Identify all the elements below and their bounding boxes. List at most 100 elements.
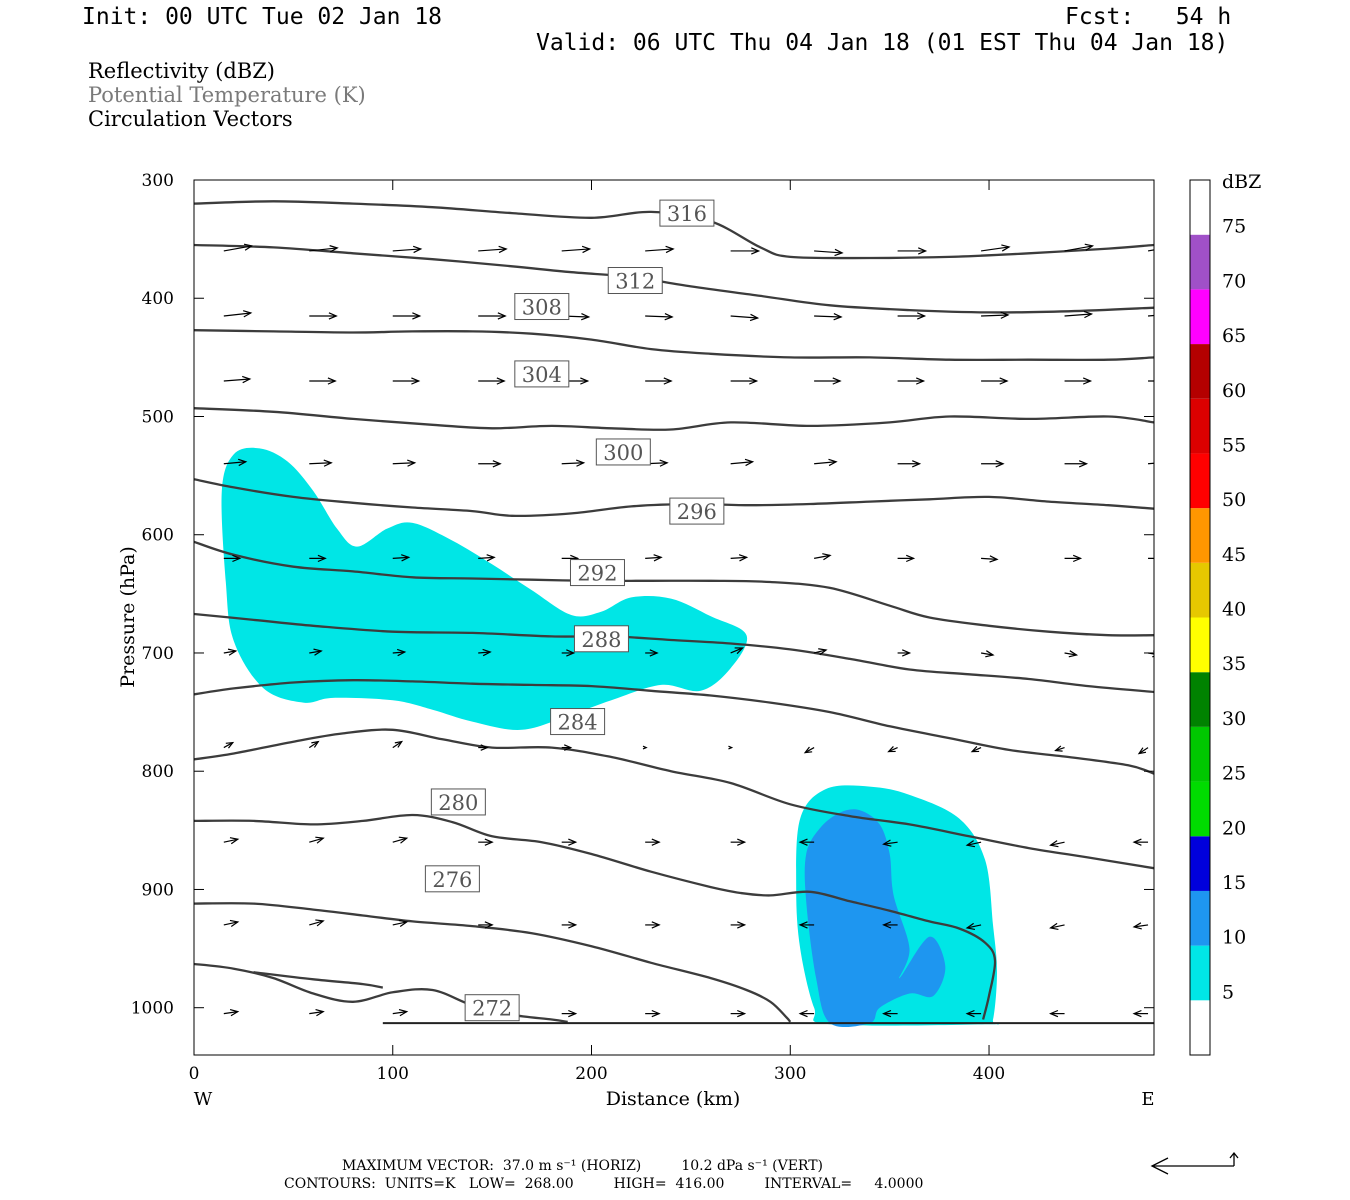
- colorbar-label-70: 70: [1222, 270, 1246, 292]
- circulation-vector: [1049, 1009, 1065, 1018]
- colorbar: 5 10 15 20 25 30 35 40 45 50 55 60 65 70 75: [1189, 179, 1246, 1056]
- reflectivity-region-10dbz-2: [804, 809, 946, 1028]
- footer-max-vector: MAXIMUM VECTOR: 37.0 m s⁻¹ (HORIZ) 10.2 …: [342, 1158, 824, 1174]
- circulation-vector: [645, 245, 675, 254]
- circulation-vector: [478, 648, 492, 657]
- colorbar-swatch-35: [1190, 617, 1210, 673]
- circulation-vector: [1064, 460, 1089, 468]
- svg-text:284: 284: [558, 711, 598, 735]
- y-tick-label: 800: [142, 762, 174, 782]
- theta-label-276: 276: [424, 865, 480, 893]
- theta-label-280: 280: [430, 788, 486, 816]
- x-tick-label: 300: [774, 1064, 806, 1084]
- circulation-vector: [1064, 650, 1079, 658]
- circulation-vector: [223, 1008, 240, 1017]
- y-axis-label: Pressure (hPa): [117, 546, 139, 688]
- circulation-vector: [1132, 922, 1149, 930]
- circulation-vector: [392, 459, 417, 467]
- footer-contours: CONTOURS: UNITS=K LOW= 268.00 HIGH= 416.…: [284, 1176, 924, 1192]
- colorbar-swatch-5: [1190, 945, 1210, 1001]
- circulation-vector: [1064, 243, 1095, 252]
- svg-text:304: 304: [522, 363, 562, 387]
- colorbar-label-5: 5: [1222, 981, 1234, 1003]
- y-tick-label: 600: [142, 526, 174, 546]
- circulation-vector: [730, 838, 747, 846]
- circulation-vector: [1132, 1009, 1149, 1018]
- svg-text:296: 296: [677, 500, 717, 524]
- circulation-vector: [887, 746, 898, 753]
- circulation-vector: [730, 554, 749, 562]
- plot-frame: [193, 179, 1155, 1056]
- circulation-vector: [309, 836, 325, 844]
- circulation-vector: [223, 554, 242, 563]
- circulation-vector: [965, 1009, 982, 1018]
- theta-label-288: 288: [573, 625, 629, 653]
- circulation-vector: [478, 744, 489, 751]
- circulation-vector: [309, 554, 327, 563]
- colorbar-label-20: 20: [1222, 817, 1246, 839]
- colorbar-label-50: 50: [1222, 489, 1246, 511]
- circulation-vector: [1147, 462, 1154, 465]
- circulation-vector: [309, 377, 337, 385]
- svg-text:316: 316: [667, 202, 707, 226]
- theta-contour-268: [253, 971, 384, 989]
- circulation-vector: [645, 554, 663, 562]
- theta-contour-272: [194, 962, 568, 1024]
- svg-text:308: 308: [522, 296, 562, 320]
- circulation-vector: [561, 649, 576, 657]
- colorbar-swatch-60: [1190, 344, 1210, 399]
- colorbar-label-40: 40: [1222, 599, 1246, 621]
- circulation-vector: [1132, 838, 1149, 846]
- colorbar-below-min: [1190, 1000, 1210, 1055]
- theta-label-304: 304: [514, 360, 570, 388]
- y-tick-label: 500: [142, 407, 174, 427]
- field-reflectivity: Reflectivity (dBZ): [88, 59, 276, 83]
- circulation-vector: [814, 377, 842, 385]
- circulation-vector: [309, 648, 323, 656]
- y-tick-label: 1000: [131, 999, 174, 1019]
- circulation-vector: [897, 312, 927, 320]
- x-tick-label: 0: [189, 1064, 200, 1084]
- colorbar-label-55: 55: [1222, 434, 1246, 456]
- valid-time: Valid: 06 UTC Thu 04 Jan 18 (01 EST Thu …: [536, 30, 1229, 56]
- circulation-vector: [645, 649, 659, 657]
- circulation-vector: [392, 740, 404, 749]
- colorbar-label-65: 65: [1222, 325, 1246, 347]
- circulation-vector: [392, 1008, 409, 1017]
- theta-contour-292: [194, 612, 1154, 694]
- circulation-vector: [1137, 747, 1149, 755]
- circulation-vector: [645, 377, 673, 385]
- forecast-hour: Fcst: 54 h: [1065, 4, 1232, 30]
- reference-vector: [1150, 1151, 1239, 1175]
- circulation-vector: [478, 554, 496, 562]
- colorbar-label-45: 45: [1222, 544, 1246, 566]
- circulation-vector: [730, 1009, 747, 1018]
- circulation-vector: [730, 377, 759, 385]
- circulation-vector: [981, 311, 1010, 319]
- circulation-vector: [223, 375, 252, 384]
- theta-contour-276: [194, 902, 792, 1023]
- circulation-vector: [561, 459, 586, 467]
- theta-label-296: 296: [669, 497, 725, 525]
- circulation-vector: [309, 459, 333, 467]
- theta-label-292: 292: [569, 559, 625, 587]
- colorbar-swatch-55: [1190, 398, 1210, 454]
- circulation-vector: [309, 312, 338, 320]
- circulation-vector: [970, 746, 982, 753]
- circulation-vector: [730, 458, 755, 467]
- colorbar-swatch-25: [1190, 726, 1210, 782]
- circulation-vector: [392, 245, 423, 254]
- circulation-vector: [392, 377, 421, 385]
- circulation-vector: [223, 243, 254, 252]
- circulation-vector: [478, 921, 494, 929]
- circulation-vector: [392, 312, 422, 320]
- colorbar-label-75: 75: [1222, 216, 1246, 238]
- circulation-vector: [1064, 377, 1093, 385]
- svg-text:272: 272: [472, 997, 512, 1021]
- theta-contour-288: [194, 679, 1154, 775]
- colorbar-swatch-45: [1190, 508, 1210, 563]
- theta-label-316: 316: [659, 199, 715, 227]
- theta-contour-308: [194, 329, 1154, 362]
- circulation-vector: [882, 921, 898, 929]
- theta-contour-300: [194, 478, 1154, 518]
